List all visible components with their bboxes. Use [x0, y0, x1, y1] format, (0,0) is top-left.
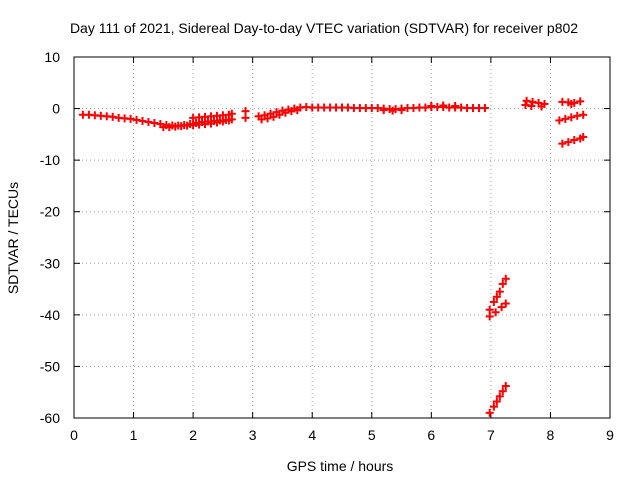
data-point	[528, 97, 537, 106]
data-point	[497, 303, 506, 312]
data-point	[489, 297, 498, 306]
data-point	[521, 100, 530, 109]
data-point	[485, 408, 494, 417]
data-point	[241, 113, 250, 122]
data-point	[263, 114, 272, 123]
y-tick-label: -60	[40, 410, 60, 426]
data-point	[501, 382, 510, 391]
data-point	[293, 106, 302, 115]
x-tick-label: 3	[249, 427, 257, 443]
x-tick-label: 8	[547, 427, 555, 443]
x-tick-label: 4	[308, 427, 316, 443]
data-point	[522, 96, 531, 105]
data-point	[564, 138, 573, 147]
x-tick-label: 9	[606, 427, 614, 443]
x-axis-label: GPS time / hours	[287, 458, 394, 474]
x-tick-label: 7	[487, 427, 495, 443]
y-tick-label: -30	[40, 255, 60, 271]
y-axis-label: SDTVAR / TECUs	[5, 182, 21, 294]
data-point	[275, 110, 284, 119]
data-point	[492, 292, 501, 301]
data-point	[567, 113, 576, 122]
data-point	[527, 101, 536, 110]
data-point	[397, 106, 406, 115]
plot-frame	[73, 56, 611, 419]
data-point	[108, 112, 117, 121]
data-point	[570, 136, 579, 145]
data-point	[491, 308, 500, 317]
data-point	[269, 112, 278, 121]
data-point	[480, 104, 489, 113]
grid-lines	[74, 57, 610, 418]
data-point	[206, 119, 215, 128]
data-point	[489, 402, 498, 411]
data-point	[132, 115, 141, 124]
data-point	[451, 101, 460, 110]
data-point	[227, 109, 236, 118]
y-tick-label: -40	[40, 307, 60, 323]
x-tick-label: 1	[130, 427, 138, 443]
data-point	[537, 102, 546, 111]
data-point	[561, 114, 570, 123]
data-point	[281, 108, 290, 117]
data-point	[439, 101, 448, 110]
data-point	[498, 387, 507, 396]
data-point	[573, 111, 582, 120]
y-tick-label: -50	[40, 358, 60, 374]
x-tick-label: 5	[368, 427, 376, 443]
data-point	[241, 107, 250, 116]
data-point	[485, 305, 494, 314]
data-point	[144, 117, 153, 126]
data-point	[212, 118, 221, 127]
chart-title: Day 111 of 2021, Sidereal Day-to-day VTE…	[70, 20, 578, 36]
y-tick-label: -20	[40, 204, 60, 220]
data-point	[150, 119, 159, 128]
data-point	[138, 116, 147, 125]
data-point	[498, 279, 507, 288]
data-points	[78, 96, 588, 417]
y-tick-label: 10	[44, 49, 60, 65]
y-tick-label: -10	[40, 152, 60, 168]
data-point	[567, 99, 576, 108]
data-point	[501, 274, 510, 283]
data-point	[126, 114, 135, 123]
x-tick-label: 2	[189, 427, 197, 443]
data-point	[287, 107, 296, 116]
data-point	[579, 110, 588, 119]
axis-ticks: 0 1 2 3 4 5 6 7 8 9 10 0 -10 -20 -30 -40 -50 -60	[40, 49, 614, 443]
data-point	[379, 106, 388, 115]
x-tick-label: 0	[70, 427, 78, 443]
data-point	[495, 392, 504, 401]
data-point	[388, 106, 397, 115]
data-point	[579, 132, 588, 141]
data-point	[576, 97, 585, 106]
x-tick-label: 6	[427, 427, 435, 443]
data-point	[495, 287, 504, 296]
data-point	[257, 115, 266, 124]
y-tick-label: 0	[52, 101, 60, 117]
data-point	[501, 299, 510, 308]
data-point	[555, 116, 564, 125]
data-point	[485, 312, 494, 321]
data-point	[492, 397, 501, 406]
data-point	[427, 101, 436, 110]
data-point	[558, 139, 567, 148]
